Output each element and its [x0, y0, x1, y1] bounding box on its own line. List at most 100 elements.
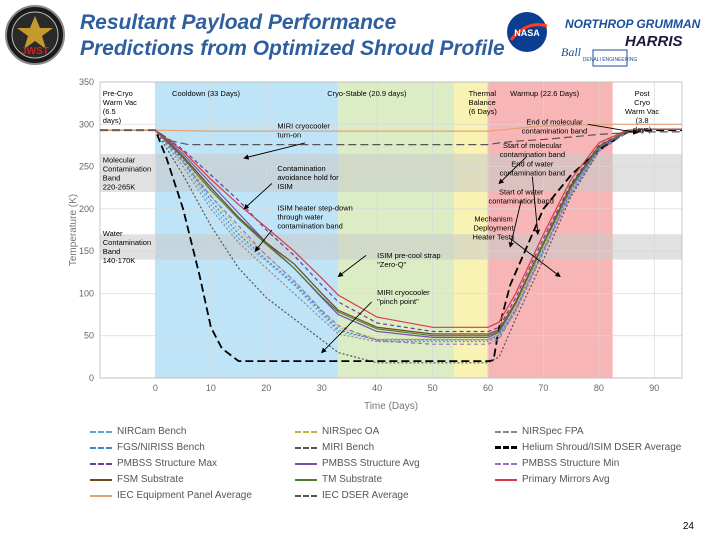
x-axis-label: Time (Days): [364, 401, 418, 412]
annotation-arrow-9: [509, 238, 561, 278]
legend-item: MIRI Bench: [295, 442, 374, 453]
legend-label: NIRSpec OA: [322, 426, 380, 437]
region-label-1: Cooldown (33 Days): [172, 89, 240, 98]
region-label-2: Cryo-Stable (20.9 days): [327, 89, 407, 98]
x-tick-label: 80: [594, 383, 604, 393]
legend-item: NIRSpec OA: [295, 426, 379, 437]
series-line-10: [100, 128, 682, 337]
legend-swatch: [295, 462, 317, 465]
nasa-logo-text: NASA: [514, 28, 540, 38]
annotation-0: MIRI cryocooler turn-on: [277, 122, 330, 140]
harris-logo-text: HARRIS: [625, 33, 683, 50]
annotation-6: Start of molecular contamination band: [500, 141, 565, 159]
legend-swatch: [90, 446, 112, 449]
legend-swatch: [90, 462, 112, 465]
ball-logo-text: Ball: [561, 45, 582, 59]
slide-title: Resultant Payload Performance Prediction…: [80, 11, 505, 60]
y-tick-label: 0: [89, 373, 94, 383]
annotation-8: Start of water contamination band: [489, 187, 554, 205]
legend-label: NIRCam Bench: [117, 426, 187, 437]
annotation-arrow-2: [254, 229, 273, 252]
y-tick-label: 100: [79, 288, 94, 298]
legend-swatch: [295, 478, 317, 481]
chart-legend: NIRCam Bench NIRSpec OA NIRSpec FPA FGS/NIR…: [90, 426, 690, 521]
annotation-1: Contamination avoidance hold for ISIM: [277, 164, 339, 191]
annotation-arrow-0: [243, 142, 306, 160]
y-tick-label: 300: [79, 119, 94, 129]
x-tick-label: 40: [372, 383, 382, 393]
legend-label: FSM Substrate: [117, 474, 184, 485]
legend-swatch: [495, 478, 517, 481]
legend-item: PMBSS Structure Min: [495, 458, 619, 469]
region-label-0: Pre-Cryo Warm Vac (6.5 days): [103, 89, 137, 125]
page-number: 24: [682, 521, 694, 532]
annotation-arrow-1: [243, 183, 273, 210]
legend-item: FSM Substrate: [90, 474, 184, 485]
x-tick-label: 20: [261, 383, 271, 393]
annotation-arrow-6: [498, 156, 528, 185]
jwst-logo-text: JWST: [21, 46, 49, 57]
region-label-4: Warmup (22.6 Days): [510, 89, 579, 98]
annotation-4: MIRI cryocooler "pinch point": [377, 288, 430, 306]
annotation-arrow-3: [337, 255, 367, 278]
annotation-arrow-4: [321, 301, 372, 354]
x-tick-label: 0: [153, 383, 158, 393]
legend-swatch: [295, 494, 317, 497]
y-axis-label: Temperature (K): [68, 194, 79, 266]
legend-swatch: [295, 446, 317, 449]
legend-item: IEC Equipment Panel Average: [90, 490, 252, 501]
y-tick-label: 50: [84, 331, 94, 341]
series-line-11: [100, 128, 682, 328]
jwst-logo: JWST: [5, 5, 65, 65]
x-tick-label: 50: [428, 383, 438, 393]
legend-label: Primary Mirrors Avg: [522, 474, 610, 485]
legend-label: IEC Equipment Panel Average: [117, 490, 252, 501]
annotation-3: ISIM pre-cool strap "Zero-Q": [377, 251, 440, 269]
legend-swatch: [90, 430, 112, 433]
legend-label: PMBSS Structure Max: [117, 458, 218, 469]
legend-item: NIRCam Bench: [90, 426, 186, 437]
legend-item: Helium Shroud/ISIM DSER Average: [495, 442, 681, 453]
band-label-1: Water Contamination Band 140-170K: [103, 229, 151, 265]
annotation-5: End of molecular contamination band: [522, 117, 587, 135]
region-label-3: Thermal Balance (6 Days): [469, 89, 498, 116]
legend-swatch: [295, 430, 317, 433]
legend-item: IEC DSER Average: [295, 490, 409, 501]
series-line-13: [100, 129, 682, 146]
contamination-band-1: [100, 234, 682, 260]
band-label-0: Molecular Contamination Band 220-265K: [103, 155, 151, 191]
annotation-9: Mechanism Deployment Heater Tests: [473, 215, 515, 242]
series-line-5: [100, 129, 682, 363]
legend-label: FGS/NIRISS Bench: [117, 442, 205, 453]
plot-frame: [99, 81, 683, 379]
legend-item: NIRSpec FPA: [495, 426, 584, 437]
temperature-chart: 0 50 100 150 200 250 300 350 0 10 20 30 40 50 60 70 80 90…: [68, 77, 683, 412]
x-tick-label: 30: [317, 383, 327, 393]
legend-label: NIRSpec FPA: [522, 426, 584, 437]
x-tick-label: 10: [206, 383, 216, 393]
legend-label: PMBSS Structure Min: [522, 458, 620, 469]
phase-region-0: [119, 82, 156, 378]
legend-item: TM Substrate: [295, 474, 382, 485]
legend-item: FGS/NIRISS Bench: [90, 442, 205, 453]
annotation-2: ISIM heater step-down through water contam…: [277, 204, 352, 231]
y-tick-label: 200: [79, 204, 94, 214]
legend-swatch: [495, 430, 517, 433]
x-tick-label: 90: [649, 383, 659, 393]
x-tick-label: 70: [538, 383, 548, 393]
legend-swatch: [90, 478, 112, 481]
legend-swatch: [495, 462, 517, 465]
partner-logos: NASA NORTHROP GRUMMAN HARRIS Ball DENALI…: [505, 6, 717, 68]
legend-item: PMBSS Structure Avg: [295, 458, 420, 469]
legend-swatch: [90, 494, 112, 497]
legend-label: IEC DSER Average: [322, 490, 409, 501]
denali-logo-text: DENALI ENGINEERING: [583, 57, 638, 63]
series-line-6: [100, 128, 682, 333]
legend-label: TM Substrate: [322, 474, 383, 485]
legend-label: MIRI Bench: [322, 442, 375, 453]
annotation-7: End of water contamination band: [500, 160, 565, 178]
northrop-logo-text: NORTHROP GRUMMAN: [565, 17, 701, 31]
y-tick-label: 350: [79, 77, 94, 87]
series-line-8: [100, 128, 682, 345]
legend-item: PMBSS Structure Max: [90, 458, 217, 469]
